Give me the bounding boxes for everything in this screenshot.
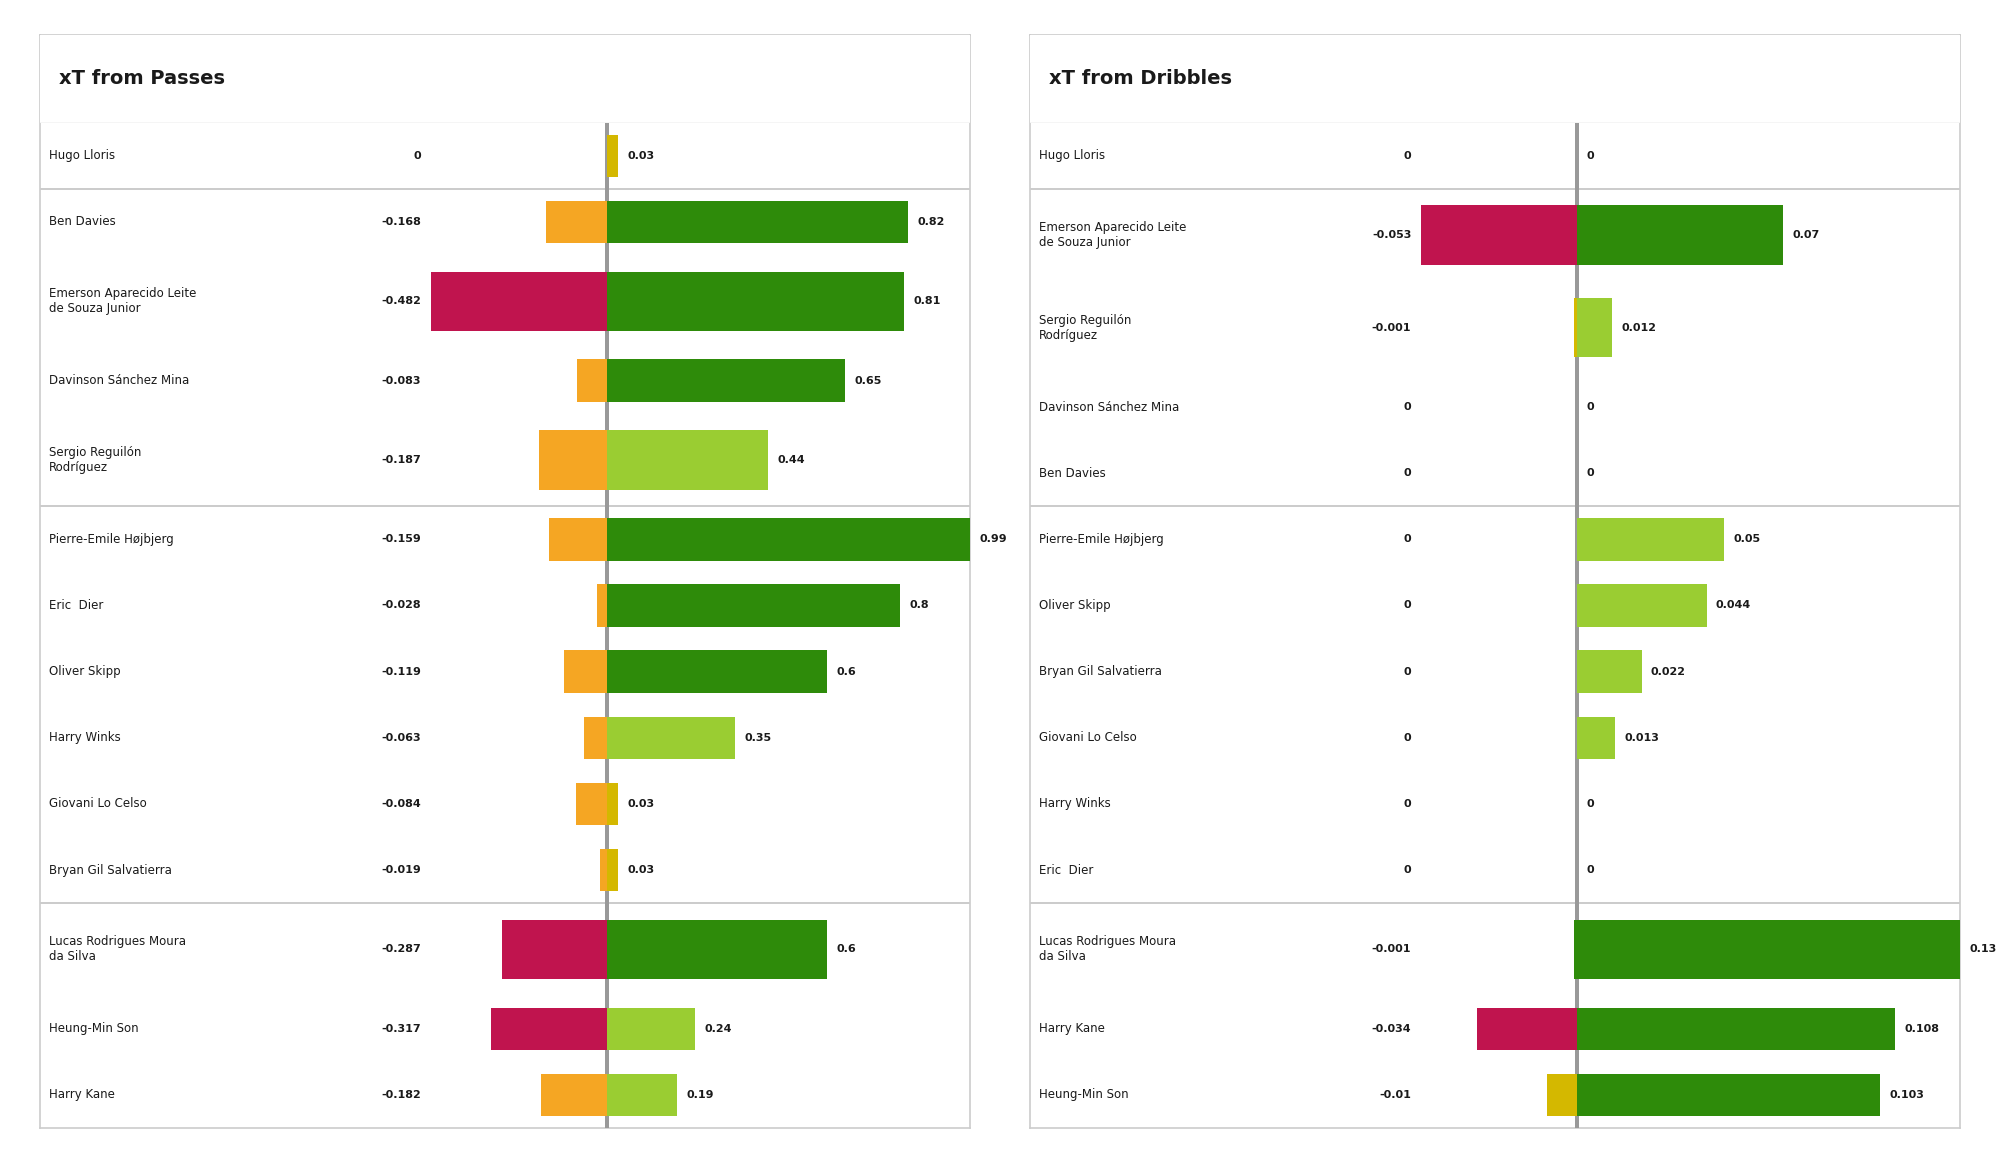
Text: Harry Winks: Harry Winks — [1040, 798, 1112, 811]
Text: Pierre-Emile Højbjerg: Pierre-Emile Højbjerg — [50, 532, 174, 546]
Text: Pierre-Emile Højbjerg: Pierre-Emile Højbjerg — [1040, 532, 1164, 546]
Text: 0.6: 0.6 — [836, 945, 856, 954]
Text: 0: 0 — [1404, 402, 1412, 412]
Text: 0.022: 0.022 — [1650, 666, 1686, 677]
Text: 0.044: 0.044 — [1716, 600, 1752, 611]
Text: 0.108: 0.108 — [1904, 1023, 1940, 1034]
Text: -0.001: -0.001 — [1372, 945, 1412, 954]
Text: 0.99: 0.99 — [980, 535, 1006, 544]
Text: Eric  Dier: Eric Dier — [1040, 864, 1094, 877]
Text: -0.482: -0.482 — [382, 296, 422, 307]
Text: Ben Davies: Ben Davies — [1040, 466, 1106, 479]
Text: 0.24: 0.24 — [704, 1023, 732, 1034]
Text: 0: 0 — [1404, 600, 1412, 611]
Text: Hugo Lloris: Hugo Lloris — [50, 149, 116, 162]
Text: 0.6: 0.6 — [836, 666, 856, 677]
Text: Sergio Reguilón
Rodríguez: Sergio Reguilón Rodríguez — [50, 446, 142, 474]
Text: -0.187: -0.187 — [382, 455, 422, 465]
Text: 0: 0 — [1404, 733, 1412, 743]
Text: xT from Dribbles: xT from Dribbles — [1048, 69, 1232, 88]
Text: -0.084: -0.084 — [382, 799, 422, 808]
Text: Oliver Skipp: Oliver Skipp — [50, 665, 120, 678]
Text: 0: 0 — [1586, 865, 1594, 875]
Text: 0.05: 0.05 — [1734, 535, 1760, 544]
Text: -0.182: -0.182 — [382, 1090, 422, 1100]
Text: Davinson Sánchez Mina: Davinson Sánchez Mina — [50, 374, 190, 387]
Text: -0.317: -0.317 — [382, 1023, 422, 1034]
Text: 0.8: 0.8 — [910, 600, 930, 611]
Text: Heung-Min Son: Heung-Min Son — [1040, 1088, 1128, 1101]
Text: Oliver Skipp: Oliver Skipp — [1040, 599, 1110, 612]
Text: Bryan Gil Salvatierra: Bryan Gil Salvatierra — [1040, 665, 1162, 678]
Text: Heung-Min Son: Heung-Min Son — [50, 1022, 138, 1035]
Text: 0: 0 — [1586, 799, 1594, 808]
Text: Eric  Dier: Eric Dier — [50, 599, 104, 612]
Text: 0.44: 0.44 — [778, 455, 806, 465]
Text: Lucas Rodrigues Moura
da Silva: Lucas Rodrigues Moura da Silva — [1040, 935, 1176, 964]
Text: 0.82: 0.82 — [918, 217, 944, 227]
Text: -0.028: -0.028 — [382, 600, 422, 611]
Text: 0.35: 0.35 — [744, 733, 772, 743]
Text: Giovani Lo Celso: Giovani Lo Celso — [50, 798, 148, 811]
Text: -0.001: -0.001 — [1372, 323, 1412, 333]
Text: Emerson Aparecido Leite
de Souza Junior: Emerson Aparecido Leite de Souza Junior — [50, 287, 196, 315]
Text: 0: 0 — [1586, 402, 1594, 412]
Text: 0: 0 — [1586, 150, 1594, 161]
Text: -0.168: -0.168 — [382, 217, 422, 227]
Text: Bryan Gil Salvatierra: Bryan Gil Salvatierra — [50, 864, 172, 877]
Text: Emerson Aparecido Leite
de Souza Junior: Emerson Aparecido Leite de Souza Junior — [1040, 221, 1186, 249]
Text: 0.07: 0.07 — [1792, 230, 1820, 240]
Text: Sergio Reguilón
Rodríguez: Sergio Reguilón Rodríguez — [1040, 314, 1132, 342]
Text: Davinson Sánchez Mina: Davinson Sánchez Mina — [1040, 401, 1180, 414]
Text: -0.159: -0.159 — [382, 535, 422, 544]
Text: Harry Kane: Harry Kane — [1040, 1022, 1106, 1035]
Text: 0.013: 0.013 — [1624, 733, 1660, 743]
Text: Hugo Lloris: Hugo Lloris — [1040, 149, 1106, 162]
Text: 0.03: 0.03 — [628, 150, 654, 161]
Text: -0.063: -0.063 — [382, 733, 422, 743]
Text: 0: 0 — [414, 150, 422, 161]
Text: 0: 0 — [1404, 150, 1412, 161]
Text: 0.81: 0.81 — [914, 296, 940, 307]
Text: Giovani Lo Celso: Giovani Lo Celso — [1040, 731, 1138, 744]
Text: Lucas Rodrigues Moura
da Silva: Lucas Rodrigues Moura da Silva — [50, 935, 186, 964]
Text: Harry Winks: Harry Winks — [50, 731, 122, 744]
Text: -0.019: -0.019 — [382, 865, 422, 875]
Text: 0: 0 — [1404, 799, 1412, 808]
Text: -0.287: -0.287 — [382, 945, 422, 954]
Text: Ben Davies: Ben Davies — [50, 215, 116, 228]
Text: 0: 0 — [1404, 468, 1412, 478]
Text: 0.012: 0.012 — [1622, 323, 1656, 333]
Text: 0: 0 — [1404, 535, 1412, 544]
Text: xT from Passes: xT from Passes — [58, 69, 224, 88]
Text: Harry Kane: Harry Kane — [50, 1088, 116, 1101]
Text: 0.13: 0.13 — [1970, 945, 1996, 954]
Text: 0.103: 0.103 — [1890, 1090, 1924, 1100]
Text: 0.03: 0.03 — [628, 865, 654, 875]
Text: -0.053: -0.053 — [1372, 230, 1412, 240]
Text: 0.19: 0.19 — [686, 1090, 714, 1100]
Text: -0.083: -0.083 — [382, 376, 422, 385]
Text: -0.01: -0.01 — [1380, 1090, 1412, 1100]
Text: 0.65: 0.65 — [854, 376, 882, 385]
Text: 0: 0 — [1404, 865, 1412, 875]
Text: 0.03: 0.03 — [628, 799, 654, 808]
Text: 0: 0 — [1404, 666, 1412, 677]
Text: -0.119: -0.119 — [382, 666, 422, 677]
Text: -0.034: -0.034 — [1372, 1023, 1412, 1034]
Text: 0: 0 — [1586, 468, 1594, 478]
